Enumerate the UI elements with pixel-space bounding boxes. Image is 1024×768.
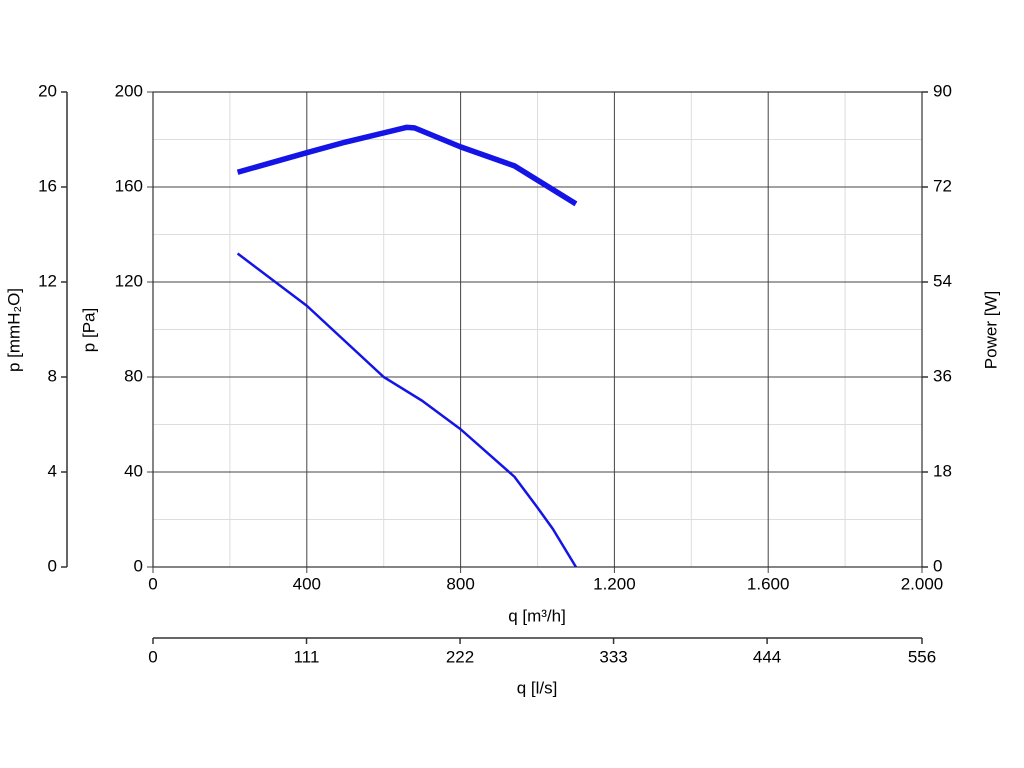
y2-tick-label: 18 <box>933 461 952 480</box>
y3-tick-label: 0 <box>48 556 57 575</box>
plot-frame <box>152 91 923 568</box>
y-tick-label: 200 <box>115 81 143 100</box>
x-tick-label: 400 <box>293 574 321 593</box>
x2-tick-label: 0 <box>148 647 157 666</box>
x-axis-label: q [m³/h] <box>508 606 566 625</box>
x-tick-label: 2.000 <box>901 574 944 593</box>
y3-tick-label: 8 <box>48 366 57 385</box>
x-tick-label: 800 <box>446 574 474 593</box>
y-tick-label: 80 <box>124 366 143 385</box>
y-tick-label: 120 <box>115 271 143 290</box>
y-tick-label: 40 <box>124 461 143 480</box>
y2-axis-label: Power [W] <box>981 291 1000 369</box>
data-line <box>236 124 578 207</box>
x2-tick-label: 556 <box>908 647 936 666</box>
y2-tick-label: 72 <box>933 176 952 195</box>
data-line <box>236 252 578 568</box>
x2-tick-label: 444 <box>753 647 781 666</box>
y2-tick-label: 54 <box>933 271 952 290</box>
y-tick-label: 160 <box>115 176 143 195</box>
y2-tick-label: 36 <box>933 366 952 385</box>
x-tick-label: 1.200 <box>593 574 636 593</box>
y3-tick-label: 4 <box>48 461 57 480</box>
y3-tick-label: 20 <box>38 81 57 100</box>
y3-tick-label: 12 <box>38 271 57 290</box>
x2-tick-label: 333 <box>599 647 627 666</box>
x-tick-label: 1.600 <box>747 574 790 593</box>
y-axis-label: p [Pa] <box>79 308 98 352</box>
y-tick-label: 0 <box>134 556 143 575</box>
y2-tick-label: 0 <box>933 556 942 575</box>
y2-tick-label: 90 <box>933 81 952 100</box>
x-tick-label: 0 <box>148 574 157 593</box>
x2-tick-label: 111 <box>294 647 320 666</box>
y3-tick-label: 16 <box>38 176 57 195</box>
x2-tick-label: 222 <box>446 647 474 666</box>
y3-axis-label: p [mmH₂O] <box>4 288 23 372</box>
x2-axis-label: q [l/s] <box>517 678 558 697</box>
